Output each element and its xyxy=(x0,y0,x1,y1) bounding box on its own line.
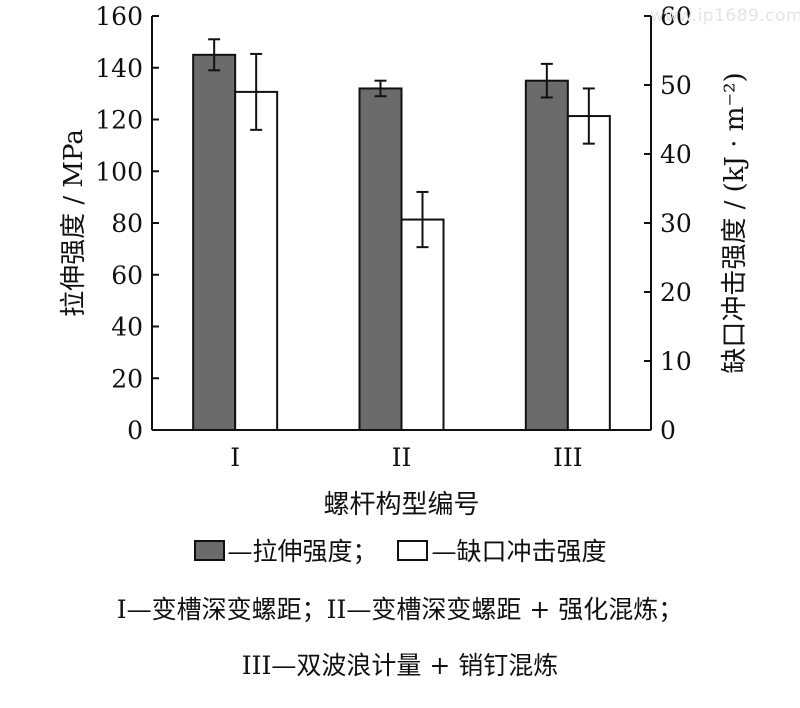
legend-swatch-tensile xyxy=(193,539,225,561)
legend-item-tensile: —拉伸强度； xyxy=(193,532,378,568)
x-axis-title: 螺杆构型编号 xyxy=(323,490,479,520)
caption-line-2: III—双波浪计量 + 销钉混炼 xyxy=(241,651,559,680)
bar-impact xyxy=(566,115,611,432)
y-right-tick-label: 30 xyxy=(660,209,692,238)
y-left-tick-label: 20 xyxy=(111,364,143,393)
y-axis-left-title: 拉伸强度 / MPa xyxy=(59,129,89,317)
bar-tensile xyxy=(524,79,569,431)
y-left-tick-label: 0 xyxy=(127,416,143,445)
x-tick-label: III xyxy=(553,443,583,472)
y-left-tick-label: 60 xyxy=(111,261,143,290)
x-tick-label: I xyxy=(230,443,240,472)
y-right-tick-label: 60 xyxy=(660,2,692,31)
legend-label-impact: —缺口冲击强度 xyxy=(431,537,607,566)
bar-tensile xyxy=(192,53,237,431)
chart: 0 20 40 60 80 100 120 140 160 0 10 20 30 40 50 60 拉伸强度 /… xyxy=(59,2,750,520)
y-right-tick-label: 40 xyxy=(660,140,692,169)
y-right-tick-label: 10 xyxy=(660,347,692,376)
caption-line-1: I—变槽深变螺距；II—变槽深变螺距 + 强化混炼； xyxy=(116,595,684,624)
y-right-tick-label: 0 xyxy=(660,416,676,445)
legend-swatch-impact xyxy=(397,539,429,561)
legend-item-impact: —缺口冲击强度 xyxy=(397,532,606,568)
y-left-tick-label: 160 xyxy=(95,2,143,31)
y-left-tick-label: 40 xyxy=(111,313,143,342)
y-axis-right-title: 缺口冲击强度 / (kJ · m⁻²) xyxy=(720,72,750,373)
bar-impact xyxy=(400,218,445,431)
y-left-tick-label: 100 xyxy=(95,157,143,186)
bar-impact xyxy=(234,90,279,432)
y-right-tick-label: 50 xyxy=(660,71,692,100)
legend-label-tensile: —拉伸强度； xyxy=(227,537,378,566)
legend: —拉伸强度； —缺口冲击强度 xyxy=(0,532,800,568)
watermark: www.ip1689.com xyxy=(650,6,800,26)
y-left-tick-label: 80 xyxy=(111,209,143,238)
bar-tensile xyxy=(358,87,403,431)
y-left-tick-label: 120 xyxy=(95,106,143,135)
y-left-tick-label: 140 xyxy=(95,54,143,83)
x-tick-label: II xyxy=(392,443,412,472)
y-right-tick-label: 20 xyxy=(660,278,692,307)
